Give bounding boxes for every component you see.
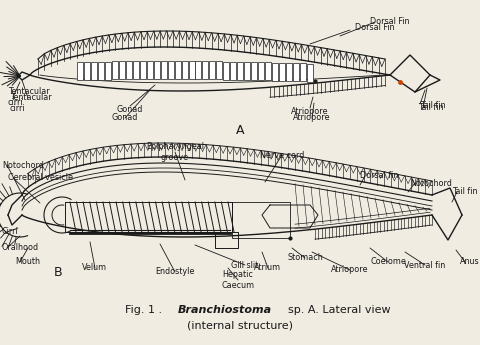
Text: Gonad: Gonad xyxy=(117,106,143,115)
Bar xyxy=(230,62,236,80)
Bar xyxy=(175,61,180,79)
Text: Atriopore: Atriopore xyxy=(331,266,369,275)
Bar xyxy=(161,61,167,79)
Text: Mouth: Mouth xyxy=(15,257,40,266)
Bar xyxy=(307,63,313,81)
Text: Velum: Velum xyxy=(83,264,108,273)
Bar xyxy=(189,61,194,79)
Bar xyxy=(293,63,299,81)
Bar xyxy=(216,61,222,79)
Text: Cirri: Cirri xyxy=(2,227,19,237)
Bar xyxy=(209,61,216,79)
Bar xyxy=(203,61,208,79)
Bar xyxy=(195,61,202,79)
Bar xyxy=(265,62,271,80)
Text: Atriopore: Atriopore xyxy=(291,108,329,117)
Bar xyxy=(154,61,160,79)
Bar xyxy=(181,61,188,79)
Bar xyxy=(112,61,118,79)
Text: Dorsal Fin: Dorsal Fin xyxy=(355,23,395,32)
Bar xyxy=(147,61,153,79)
Bar xyxy=(223,61,229,80)
Text: Stomach: Stomach xyxy=(287,254,323,263)
Text: Tail fin: Tail fin xyxy=(418,104,444,112)
Text: (internal structure): (internal structure) xyxy=(187,321,293,331)
Text: Cerebral vesicle: Cerebral vesicle xyxy=(8,174,73,183)
Bar xyxy=(84,62,90,80)
Text: Epipharyngeal
groove: Epipharyngeal groove xyxy=(146,142,204,162)
Bar xyxy=(126,61,132,79)
Text: Notochord: Notochord xyxy=(2,160,44,169)
Text: Gonad: Gonad xyxy=(112,114,138,122)
Text: Dorsal Fin: Dorsal Fin xyxy=(370,18,409,27)
Text: Anus: Anus xyxy=(460,257,480,266)
Bar xyxy=(251,62,257,80)
Bar xyxy=(91,62,97,80)
Text: Tentacular
cirri: Tentacular cirri xyxy=(10,93,52,113)
Bar xyxy=(168,61,174,79)
Text: Fig. 1 .: Fig. 1 . xyxy=(125,305,162,315)
Bar xyxy=(237,62,243,80)
Text: Ventral fin: Ventral fin xyxy=(404,260,445,269)
Text: Atrium: Atrium xyxy=(254,264,282,273)
Bar xyxy=(300,63,306,81)
Bar xyxy=(77,62,83,80)
Bar xyxy=(258,62,264,80)
Text: A: A xyxy=(236,124,244,137)
Bar xyxy=(286,63,292,81)
Text: Tentacular
cirri: Tentacular cirri xyxy=(8,87,49,107)
Text: Nerve cord: Nerve cord xyxy=(260,150,304,159)
Text: Dorsal fin: Dorsal fin xyxy=(360,171,398,180)
Bar xyxy=(279,63,285,81)
Text: Tail fin: Tail fin xyxy=(452,187,478,197)
Text: Hepatic
Caecum: Hepatic Caecum xyxy=(221,270,254,290)
Text: Branchiostoma: Branchiostoma xyxy=(178,305,272,315)
Text: Endostyle: Endostyle xyxy=(156,267,195,276)
Bar xyxy=(105,62,111,80)
Bar xyxy=(140,61,146,79)
Text: Atriopore: Atriopore xyxy=(293,114,331,122)
Bar xyxy=(244,62,250,80)
Text: B: B xyxy=(54,266,62,278)
Bar xyxy=(98,62,104,80)
Text: Coelome: Coelome xyxy=(370,257,406,266)
Text: Tail fin: Tail fin xyxy=(420,101,445,110)
Text: Oralhood: Oralhood xyxy=(2,244,39,253)
Text: Notochord: Notochord xyxy=(410,178,452,187)
Bar xyxy=(133,61,139,79)
Bar xyxy=(119,61,125,79)
Text: Gill slit: Gill slit xyxy=(231,260,259,269)
Text: sp. A. Lateral view: sp. A. Lateral view xyxy=(288,305,391,315)
Bar xyxy=(272,63,278,81)
